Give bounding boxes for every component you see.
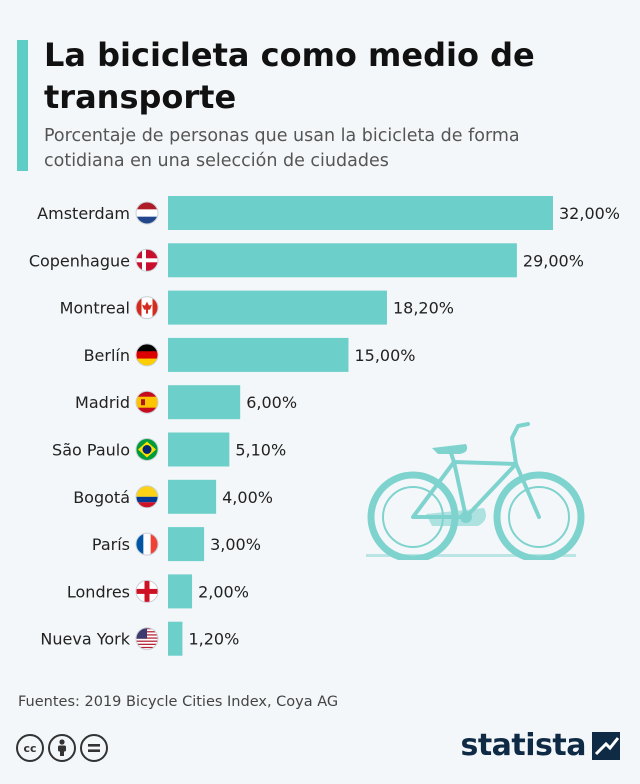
usa-flag-icon — [135, 627, 159, 651]
value-label: 15,00% — [354, 346, 415, 365]
france-flag-icon — [135, 532, 159, 556]
value-label: 18,20% — [393, 299, 454, 318]
source-note: Fuentes: 2019 Bicycle Cities Index, Coya… — [18, 694, 339, 710]
brazil-flag-icon — [135, 438, 159, 461]
bar-1 — [168, 243, 517, 278]
cc-icon[interactable]: cc — [16, 734, 44, 762]
bar-6 — [168, 479, 217, 514]
by-icon[interactable] — [48, 734, 76, 762]
accent-bar — [17, 40, 28, 171]
bar-3 — [168, 337, 349, 372]
bar-0 — [168, 196, 553, 230]
value-label: 6,00% — [246, 393, 297, 412]
nd-icon[interactable] — [80, 734, 108, 762]
value-label: 2,00% — [198, 582, 249, 601]
bar-5 — [168, 432, 230, 467]
england-flag-icon — [135, 579, 159, 603]
category-label: Amsterdam — [37, 204, 130, 223]
bar-2 — [168, 290, 387, 325]
category-label: Bogotá — [73, 488, 130, 507]
category-label: Madrid — [75, 393, 130, 412]
value-label: 29,00% — [523, 251, 584, 270]
category-label: Montreal — [60, 299, 130, 318]
colombia-flag-icon — [135, 485, 159, 509]
value-label: 1,20% — [188, 630, 239, 649]
category-label: Londres — [67, 582, 130, 601]
license-icons: cc — [16, 734, 108, 762]
category-label: São Paulo — [52, 441, 130, 460]
category-label: Copenhague — [29, 251, 130, 270]
bar-8 — [168, 574, 193, 609]
bar-chart: Amsterdam 32,00% Copenhague 29,00% Montreal 1… — [29, 196, 620, 656]
germany-flag-icon — [135, 343, 159, 367]
value-label: 5,10% — [235, 441, 286, 460]
brand-name: statista — [460, 728, 586, 763]
chart-title: La bicicleta como medio de transporte — [44, 36, 535, 116]
category-label: Nueva York — [40, 630, 130, 649]
denmark-flag-icon — [135, 248, 159, 272]
canada-flag-icon — [135, 296, 159, 320]
category-label: Berlín — [84, 346, 130, 365]
chart-subtitle: Porcentaje de personas que usan la bicic… — [44, 126, 520, 171]
value-label: 3,00% — [210, 535, 261, 554]
value-label: 32,00% — [559, 204, 620, 223]
bar-4 — [168, 385, 241, 420]
netherlands-flag-icon — [135, 201, 159, 225]
statista-mark-icon — [592, 731, 620, 760]
value-label: 4,00% — [222, 488, 273, 507]
bar-7 — [168, 527, 205, 562]
category-label: París — [92, 535, 130, 554]
bicycle-icon — [366, 422, 585, 560]
statista-logo[interactable]: statista — [460, 728, 620, 763]
spain-flag-icon — [135, 390, 159, 414]
bar-9 — [168, 621, 183, 656]
